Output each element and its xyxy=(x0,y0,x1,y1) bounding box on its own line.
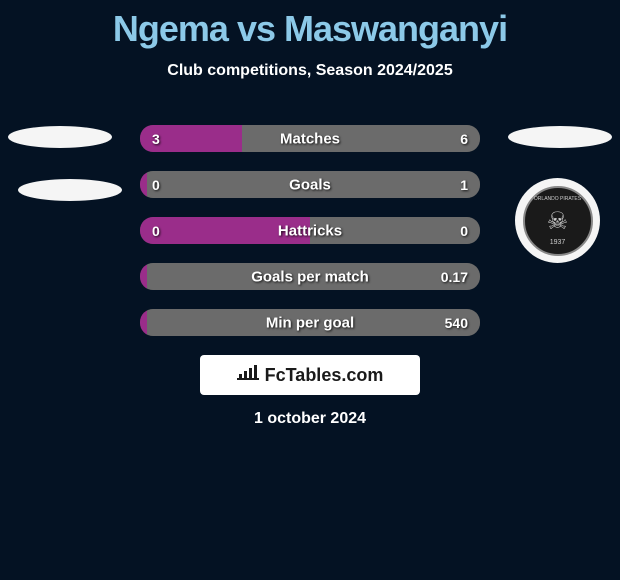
stats-container: 3 Matches 6 0 Goals 1 0 Hattricks 0 Goal… xyxy=(140,125,480,355)
stat-value-left: 0 xyxy=(152,177,160,193)
badge-year: 1937 xyxy=(550,239,566,246)
stat-label: Matches xyxy=(280,130,340,147)
stat-label: Hattricks xyxy=(278,222,342,239)
stat-value-right: 1 xyxy=(460,177,468,193)
stat-label: Goals xyxy=(289,176,331,193)
stat-bar-goals-per-match: Goals per match 0.17 xyxy=(140,263,480,290)
stat-value-right: 0.17 xyxy=(441,269,468,285)
badge-top-text: ORLANDO PIRATES xyxy=(534,196,581,202)
footer-date: 1 october 2024 xyxy=(254,410,366,428)
stat-value-right: 540 xyxy=(445,315,468,331)
stat-value-right: 0 xyxy=(460,223,468,239)
branding-label: FcTables.com xyxy=(265,365,384,386)
player-left-logo-2 xyxy=(18,179,122,201)
player-right-logo-1 xyxy=(508,126,612,148)
stat-bar-left xyxy=(140,263,147,290)
club-badge-inner: ORLANDO PIRATES ☠ 1937 xyxy=(523,186,593,256)
page-title: Ngema vs Maswanganyi xyxy=(0,0,620,50)
stat-bar-hattricks: 0 Hattricks 0 xyxy=(140,217,480,244)
page-subtitle: Club competitions, Season 2024/2025 xyxy=(0,62,620,80)
stat-bar-right xyxy=(242,125,480,152)
stat-bar-left xyxy=(140,171,147,198)
stat-bar-goals: 0 Goals 1 xyxy=(140,171,480,198)
stat-bar-left xyxy=(140,309,147,336)
stat-bar-min-per-goal: Min per goal 540 xyxy=(140,309,480,336)
player-left-logo-1 xyxy=(8,126,112,148)
chart-icon xyxy=(237,364,259,387)
stat-value-left: 3 xyxy=(152,131,160,147)
stat-label: Min per goal xyxy=(266,314,354,331)
crossbones-icon: ☠ xyxy=(547,207,569,236)
branding-text: FcTables.com xyxy=(237,364,384,387)
stat-value-left: 0 xyxy=(152,223,160,239)
stat-bar-matches: 3 Matches 6 xyxy=(140,125,480,152)
stat-label: Goals per match xyxy=(251,268,369,285)
branding-box[interactable]: FcTables.com xyxy=(200,355,420,395)
stat-value-right: 6 xyxy=(460,131,468,147)
club-badge: ORLANDO PIRATES ☠ 1937 xyxy=(515,178,600,263)
